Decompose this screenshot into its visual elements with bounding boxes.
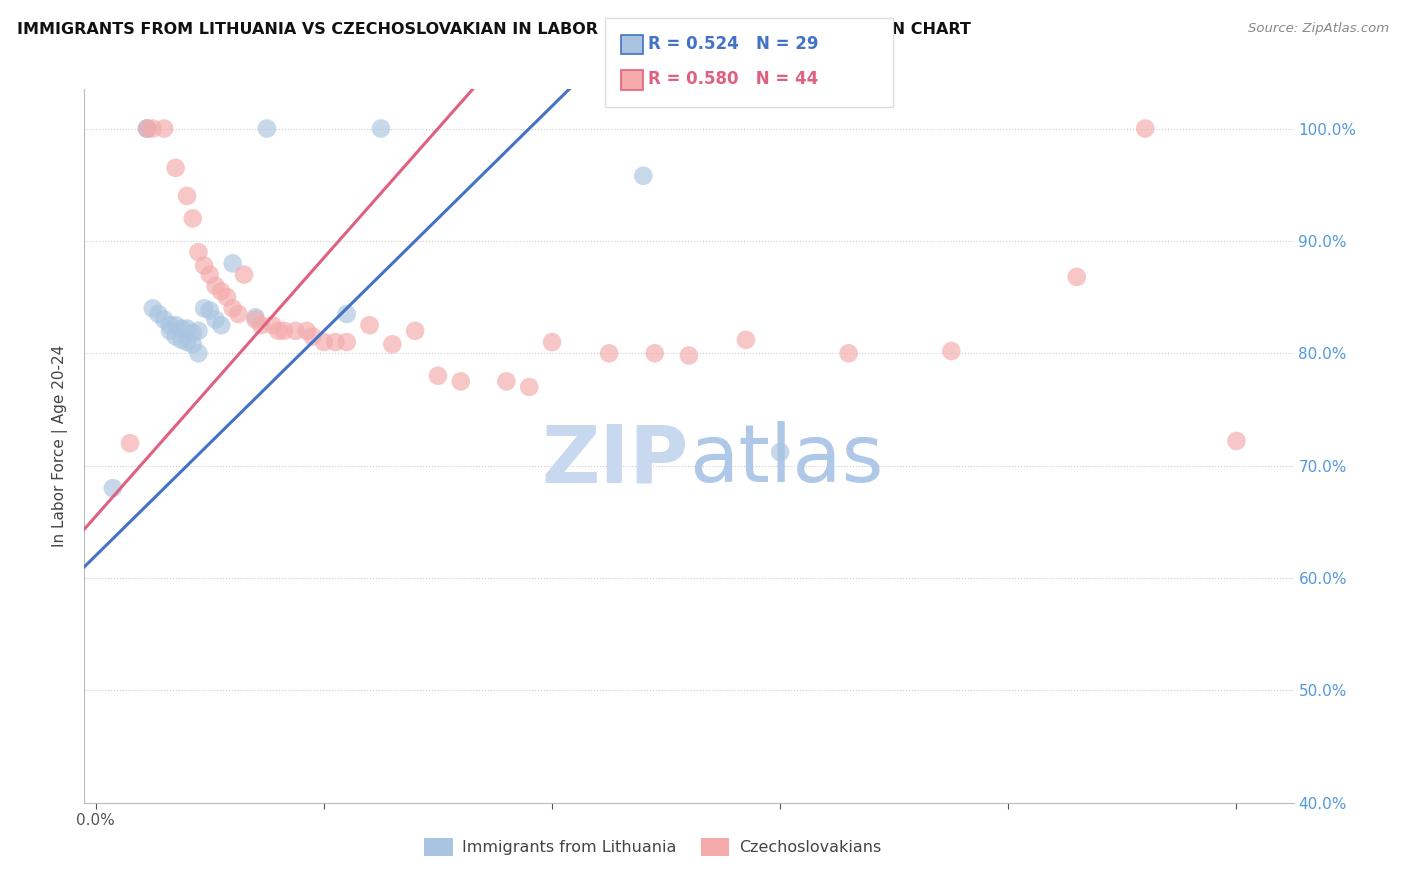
Point — [193, 301, 215, 316]
Point — [1135, 121, 1157, 136]
Point — [153, 121, 176, 136]
Point — [301, 329, 323, 343]
Text: ZIP: ZIP — [541, 421, 689, 500]
Point — [250, 318, 273, 333]
Point — [198, 303, 221, 318]
Point — [136, 121, 159, 136]
Point — [769, 445, 792, 459]
Point — [633, 169, 655, 183]
Text: Source: ZipAtlas.com: Source: ZipAtlas.com — [1249, 22, 1389, 36]
Point — [170, 333, 193, 347]
Text: R = 0.524   N = 29: R = 0.524 N = 29 — [648, 35, 818, 53]
Point — [176, 334, 198, 349]
Point — [735, 333, 758, 347]
Point — [598, 346, 620, 360]
Point — [323, 334, 346, 349]
Point — [136, 121, 159, 136]
Point — [336, 307, 359, 321]
Point — [495, 375, 517, 389]
Text: atlas: atlas — [689, 421, 883, 500]
Point — [678, 349, 700, 363]
Point — [221, 301, 243, 316]
Point — [941, 344, 963, 359]
Point — [427, 368, 450, 383]
Point — [209, 318, 232, 333]
Text: IMMIGRANTS FROM LITHUANIA VS CZECHOSLOVAKIAN IN LABOR FORCE | AGE 20-24 CORRELAT: IMMIGRANTS FROM LITHUANIA VS CZECHOSLOVA… — [17, 22, 970, 38]
Point — [233, 268, 256, 282]
Point — [644, 346, 666, 360]
Point — [148, 307, 170, 321]
Point — [142, 121, 165, 136]
Point — [517, 380, 540, 394]
Point — [181, 337, 204, 351]
Point — [1225, 434, 1247, 448]
Point — [381, 337, 404, 351]
Point — [101, 481, 124, 495]
Point — [267, 324, 290, 338]
Point — [170, 321, 193, 335]
Point — [176, 321, 198, 335]
Point — [159, 318, 181, 333]
Point — [541, 334, 564, 349]
Point — [198, 268, 221, 282]
Point — [336, 334, 359, 349]
Point — [165, 318, 187, 333]
Point — [450, 375, 472, 389]
Point — [187, 245, 209, 260]
Point — [181, 326, 204, 340]
Point — [204, 312, 226, 326]
Point — [295, 324, 318, 338]
Point — [215, 290, 238, 304]
Point — [1066, 269, 1088, 284]
Point — [159, 324, 181, 338]
Point — [153, 312, 176, 326]
Point — [245, 310, 267, 325]
Point — [187, 324, 209, 338]
Point — [245, 312, 267, 326]
Point — [312, 334, 335, 349]
Point — [187, 346, 209, 360]
Legend: Immigrants from Lithuania, Czechoslovakians: Immigrants from Lithuania, Czechoslovaki… — [418, 831, 887, 863]
Point — [370, 121, 392, 136]
Point — [193, 259, 215, 273]
Point — [221, 256, 243, 270]
Point — [262, 318, 284, 333]
Point — [142, 301, 165, 316]
Point — [204, 278, 226, 293]
Point — [228, 307, 250, 321]
Y-axis label: In Labor Force | Age 20-24: In Labor Force | Age 20-24 — [52, 345, 69, 547]
Point — [209, 285, 232, 299]
Point — [838, 346, 860, 360]
Point — [176, 189, 198, 203]
Point — [256, 121, 278, 136]
Point — [404, 324, 426, 338]
Text: R = 0.580   N = 44: R = 0.580 N = 44 — [648, 70, 818, 88]
Point — [118, 436, 141, 450]
Point — [165, 329, 187, 343]
Point — [284, 324, 307, 338]
Point — [181, 211, 204, 226]
Point — [359, 318, 381, 333]
Point — [136, 121, 159, 136]
Point — [273, 324, 295, 338]
Point — [165, 161, 187, 175]
